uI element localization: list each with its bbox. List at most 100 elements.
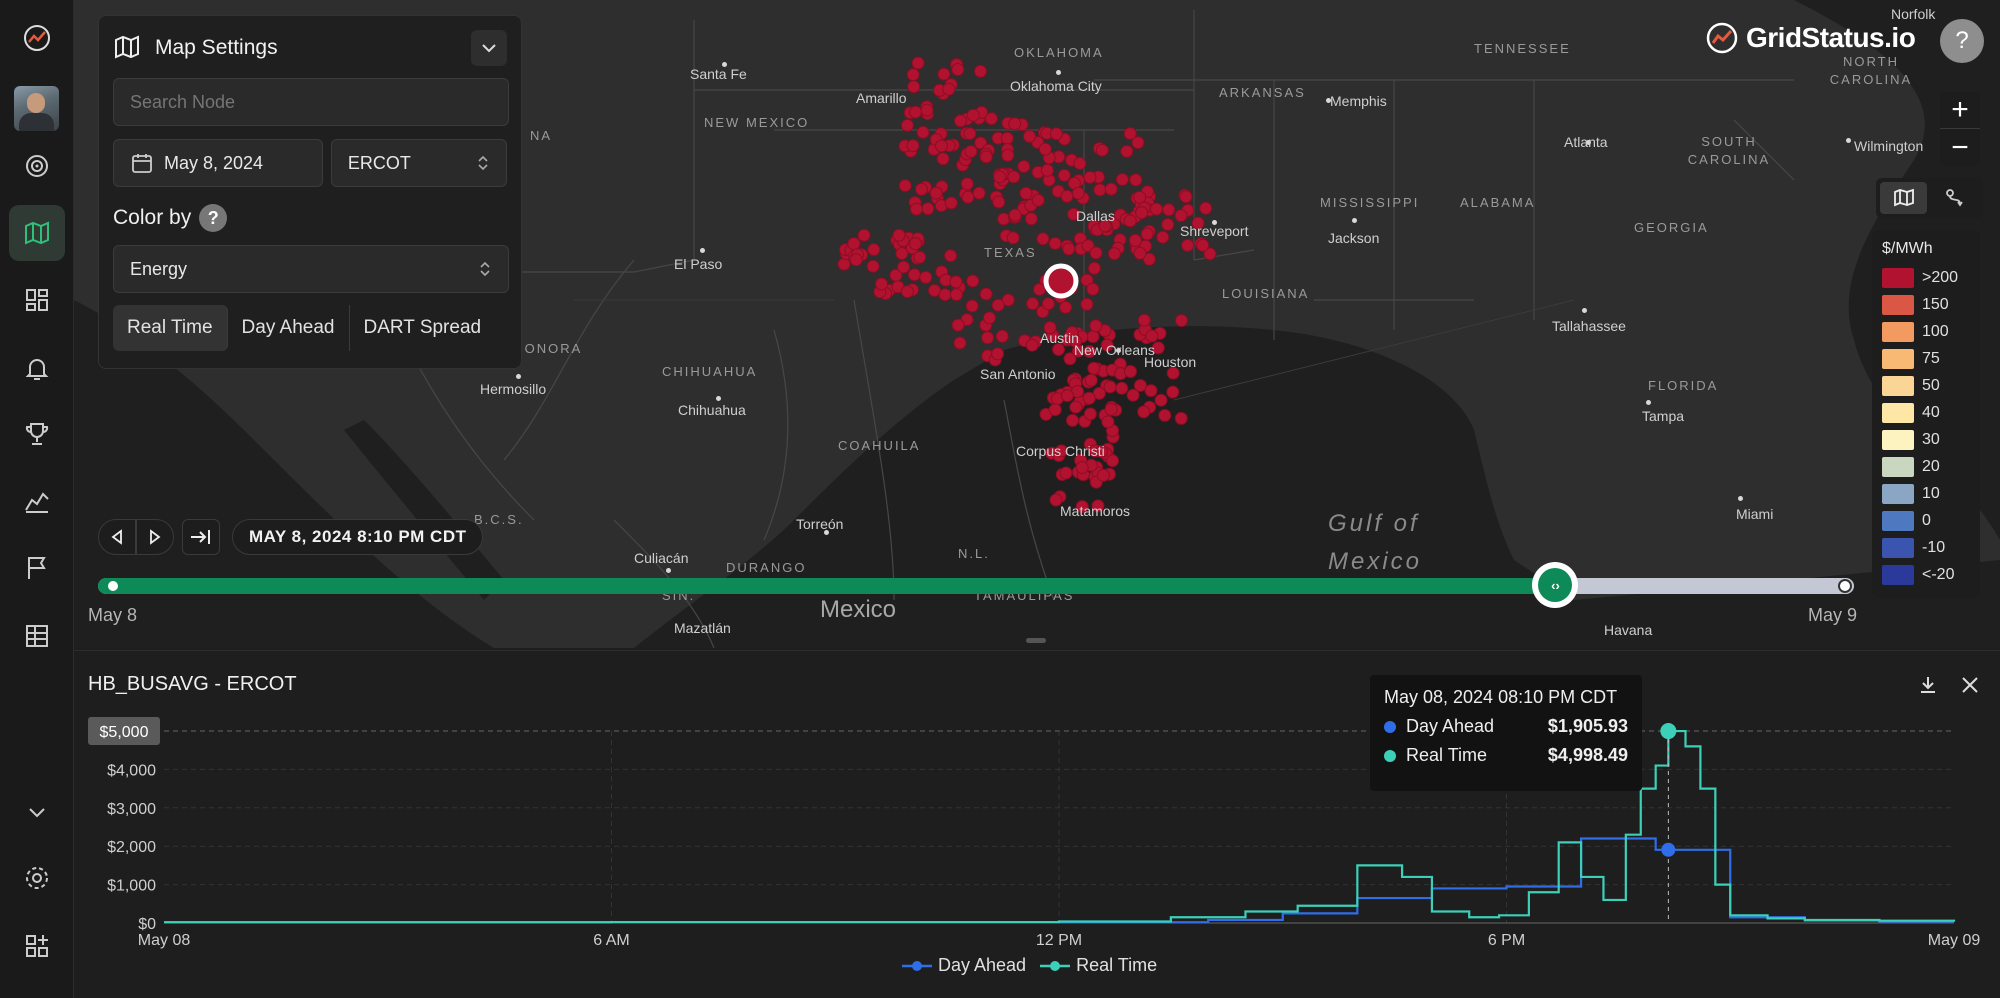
x-tick-label: May 08	[138, 932, 191, 949]
brand-logo[interactable]: GridStatus.io	[1706, 22, 1916, 54]
ercot-node	[1019, 186, 1033, 200]
iso-select[interactable]: ERCOT	[330, 139, 507, 187]
ercot-node	[1181, 238, 1195, 252]
close-pane-button[interactable]	[1956, 671, 1984, 699]
legend-label: 0	[1922, 511, 1931, 529]
zoom-out-button[interactable]: −	[1951, 130, 1969, 164]
prev-step-button[interactable]	[98, 519, 136, 555]
series-dot	[1384, 749, 1396, 762]
ercot-node	[1126, 388, 1140, 402]
time-slider-handle[interactable]: ‹›	[1532, 562, 1579, 608]
resize-handle[interactable]	[1026, 638, 1046, 643]
series-dot	[1384, 720, 1396, 733]
ercot-node	[1174, 209, 1188, 223]
color-by-select[interactable]: Energy	[113, 245, 509, 293]
city-dot	[1586, 140, 1591, 145]
y-highlight-label: $5,000	[100, 724, 149, 741]
ercot-node	[974, 64, 987, 78]
map-label-city: Wilmington	[1854, 138, 1924, 154]
tab-dart-spread[interactable]: DART Spread	[363, 317, 482, 338]
avatar[interactable]	[14, 86, 59, 131]
city-dot	[722, 62, 727, 67]
map-label-city: Hermosillo	[480, 381, 547, 397]
map-icon[interactable]	[9, 205, 65, 261]
settings-icon[interactable]	[9, 850, 65, 906]
ercot-node	[1137, 405, 1151, 419]
collapse-settings-button[interactable]	[471, 30, 507, 66]
download-button[interactable]	[1914, 671, 1942, 699]
time-slider-track[interactable]: ‹›	[98, 562, 1854, 608]
ercot-node	[1135, 206, 1149, 220]
map-label-state: OKLAHOMA	[1014, 45, 1104, 60]
add-widget-icon[interactable]	[9, 918, 65, 974]
date-picker[interactable]: May 8, 2024	[113, 139, 323, 187]
legend-item-real-time[interactable]: Real Time	[1040, 955, 1157, 976]
route-layer-button[interactable]	[1931, 182, 1978, 214]
next-step-button[interactable]	[136, 519, 174, 555]
zoom-in-button[interactable]: +	[1940, 92, 1980, 129]
map-label-city: Tallahassee	[1552, 318, 1626, 334]
tab-day-ahead[interactable]: Day Ahead	[228, 305, 350, 351]
color-by-help-button[interactable]: ?	[199, 204, 228, 232]
layer-toggle	[1876, 178, 1982, 218]
alerts-icon[interactable]	[9, 340, 65, 396]
ercot-node	[991, 298, 1005, 312]
chevron-down-icon[interactable]	[9, 784, 65, 840]
map-layer-button[interactable]	[1880, 182, 1927, 214]
map-label-state: GEORGIA	[1634, 220, 1709, 235]
dashboard-icon[interactable]	[9, 272, 65, 328]
search-node-input[interactable]	[113, 78, 509, 126]
y-tick-label: $0	[138, 916, 156, 933]
ercot-node	[1059, 300, 1073, 314]
legend-swatch	[1882, 321, 1914, 342]
map-canvas[interactable]: OKLAHOMA NEW MEXICO ARKANSAS TENNESSEE N…	[74, 0, 2000, 648]
flag-icon[interactable]	[9, 540, 65, 596]
help-button[interactable]: ?	[1940, 19, 1984, 63]
tooltip-row-day-ahead: Day Ahead $1,905.93	[1384, 716, 1628, 737]
jump-to-latest-button[interactable]	[182, 519, 220, 555]
node-title: HB_BUSAVG - ERCOT	[88, 673, 297, 695]
legend-swatch	[1882, 483, 1914, 504]
y-tick-label: $4,000	[107, 762, 156, 779]
map-label-city: Atlanta	[1564, 134, 1608, 150]
map-label-sea: Mexico	[1328, 548, 1423, 575]
ercot-node	[979, 287, 993, 301]
tab-real-time[interactable]: Real Time	[113, 305, 228, 351]
ercot-node	[1083, 407, 1097, 421]
ercot-node	[898, 179, 912, 193]
ercot-node	[1100, 338, 1114, 352]
y-tick-label: $3,000	[107, 801, 156, 818]
ercot-node	[1145, 329, 1159, 343]
ercot-node	[1062, 242, 1076, 256]
ercot-node	[1049, 127, 1063, 141]
ercot-node	[1179, 190, 1193, 204]
table-icon[interactable]	[9, 608, 65, 664]
ercot-node	[1137, 313, 1151, 327]
chart-icon[interactable]	[9, 473, 65, 529]
triangle-right-icon	[150, 529, 161, 545]
legend-row: 10	[1882, 480, 1970, 507]
ercot-node	[900, 285, 914, 299]
ercot-node	[1154, 393, 1168, 407]
price-chart[interactable]: $0 $1,000 $2,000 $3,000 $4,000 $5,000 May 08 6 …	[74, 651, 2000, 998]
ercot-node	[1086, 330, 1100, 344]
city-dot	[1646, 400, 1651, 405]
ercot-node	[857, 228, 871, 242]
legend-row: 40	[1882, 399, 1970, 426]
ercot-node	[1001, 148, 1015, 162]
legend-row: >200	[1882, 264, 1970, 291]
ercot-node	[938, 288, 952, 302]
legend-item-day-ahead[interactable]: Day Ahead	[902, 955, 1026, 976]
trophy-icon[interactable]	[9, 406, 65, 462]
selected-node-marker	[1043, 263, 1079, 299]
ercot-node	[1089, 319, 1103, 333]
radar-icon[interactable]	[9, 138, 65, 194]
map-label-city: San Antonio	[980, 366, 1056, 382]
map-label-state: ALABAMA	[1460, 195, 1536, 210]
ercot-node	[1140, 227, 1154, 241]
logo-icon[interactable]	[9, 10, 65, 66]
ercot-node	[972, 186, 986, 200]
ercot-node	[1083, 170, 1097, 184]
ercot-node	[1149, 202, 1163, 216]
legend-row: 150	[1882, 291, 1970, 318]
